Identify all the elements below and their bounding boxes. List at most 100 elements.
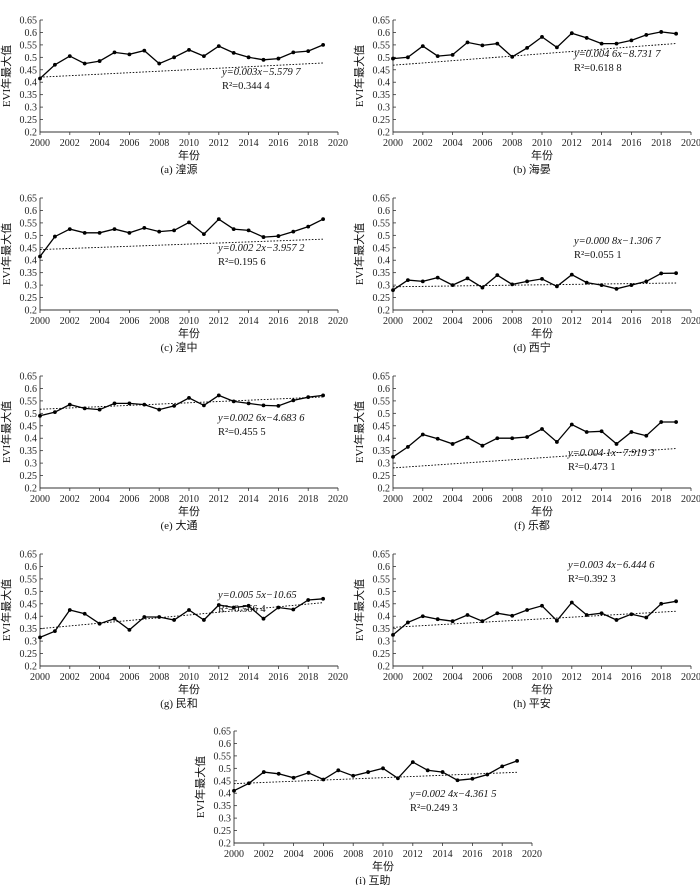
x-tick-label: 2020 bbox=[681, 494, 700, 505]
x-tick-label: 2014 bbox=[592, 316, 612, 327]
data-point bbox=[406, 445, 410, 449]
y-tick-label: 0.4 bbox=[378, 434, 391, 445]
y-tick-label: 0.4 bbox=[378, 256, 391, 267]
data-point bbox=[127, 628, 132, 632]
x-tick-label: 2020 bbox=[328, 138, 348, 149]
data-point bbox=[67, 227, 72, 232]
x-tick-label: 2014 bbox=[239, 672, 259, 683]
series-line bbox=[39, 598, 324, 639]
y-tick-label: 0.35 bbox=[20, 446, 38, 457]
trend-equation: y=0.002 4x−4.361 5 bbox=[409, 789, 497, 800]
x-tick-label: 2020 bbox=[681, 672, 700, 683]
y-tick-label: 0.45 bbox=[20, 65, 38, 76]
data-point bbox=[674, 31, 678, 36]
data-point bbox=[510, 54, 515, 59]
data-point bbox=[391, 454, 395, 459]
x-tick-label: 2012 bbox=[209, 138, 229, 149]
y-tick-label: 0.35 bbox=[373, 446, 391, 457]
y-tick-label: 0.6 bbox=[219, 739, 232, 750]
y-tick-label: 0.6 bbox=[25, 384, 38, 395]
data-point bbox=[396, 776, 400, 781]
x-tick-label: 2000 bbox=[30, 316, 50, 327]
data-point bbox=[569, 422, 574, 427]
y-tick-label: 0.2 bbox=[378, 662, 391, 673]
series-line bbox=[39, 44, 324, 79]
trend-line bbox=[392, 43, 677, 66]
panel-caption: (b) 海晏 bbox=[513, 162, 551, 176]
x-tick-label: 2018 bbox=[651, 316, 671, 327]
y-tick-label: 0.45 bbox=[214, 776, 232, 787]
y-axis-title: EVI年最大值 bbox=[352, 223, 366, 285]
x-axis-title: 年份 bbox=[178, 326, 200, 340]
data-point bbox=[142, 225, 147, 230]
x-tick-label: 2016 bbox=[268, 494, 288, 505]
x-tick-label: 2002 bbox=[60, 138, 80, 149]
y-tick-label: 0.4 bbox=[25, 78, 38, 89]
y-tick-label: 0.25 bbox=[214, 826, 232, 837]
data-point bbox=[465, 40, 470, 45]
data-point bbox=[540, 603, 544, 608]
y-tick-label: 0.4 bbox=[219, 789, 232, 800]
y-tick-label: 0.25 bbox=[20, 115, 38, 126]
data-point bbox=[112, 616, 117, 621]
data-point bbox=[450, 52, 455, 57]
series-line bbox=[392, 31, 677, 60]
data-point bbox=[569, 600, 574, 605]
trend-r2: R²=0.344 4 bbox=[222, 81, 270, 92]
data-point bbox=[569, 272, 574, 277]
x-tick-label: 2006 bbox=[472, 316, 492, 327]
data-point bbox=[440, 770, 445, 774]
x-tick-label: 2000 bbox=[30, 672, 50, 683]
x-tick-label: 2012 bbox=[562, 672, 582, 683]
x-tick-label: 2006 bbox=[119, 494, 139, 505]
data-point bbox=[555, 45, 559, 50]
x-tick-label: 2004 bbox=[90, 316, 110, 327]
x-tick-label: 2018 bbox=[298, 316, 318, 327]
trend-line bbox=[392, 282, 677, 288]
x-axis-title: 年份 bbox=[372, 859, 394, 873]
y-tick-label: 0.55 bbox=[20, 218, 38, 229]
x-tick-label: 2000 bbox=[383, 494, 403, 505]
data-point bbox=[614, 41, 619, 46]
data-point bbox=[127, 52, 132, 57]
x-tick-label: 2008 bbox=[343, 849, 363, 860]
data-point bbox=[555, 440, 559, 444]
data-point bbox=[540, 276, 544, 281]
y-tick-label: 0.35 bbox=[373, 90, 391, 101]
chart-panel: 0.2 0.250.3 0.350.4 0.450.5 0.550.60.65 2000 2… bbox=[193, 727, 542, 885]
y-tick-label: 0.3 bbox=[378, 459, 391, 470]
data-point bbox=[187, 47, 191, 52]
data-point bbox=[525, 279, 529, 284]
x-tick-label: 2006 bbox=[472, 494, 492, 505]
x-tick-label: 2004 bbox=[443, 138, 463, 149]
x-tick-label: 2010 bbox=[532, 138, 552, 149]
data-point bbox=[97, 621, 102, 626]
data-point bbox=[465, 613, 470, 617]
data-point bbox=[112, 50, 117, 55]
x-tick-label: 2010 bbox=[532, 494, 552, 505]
data-point bbox=[480, 443, 485, 448]
data-point bbox=[232, 788, 236, 793]
y-tick-label: 0.25 bbox=[373, 471, 391, 482]
data-point bbox=[261, 403, 266, 408]
x-tick-label: 2010 bbox=[179, 316, 199, 327]
data-point bbox=[555, 284, 559, 289]
x-tick-label: 2002 bbox=[60, 494, 80, 505]
chart-panel: 0.2 0.250.3 0.350.4 0.450.5 0.550.60.65 2000 2… bbox=[0, 194, 348, 355]
y-tick-label: 0.5 bbox=[219, 764, 232, 775]
data-point bbox=[435, 617, 440, 622]
data-point bbox=[112, 401, 117, 406]
data-point bbox=[172, 618, 177, 622]
y-tick-label: 0.25 bbox=[373, 649, 391, 660]
y-tick-label: 0.65 bbox=[373, 372, 391, 383]
data-point bbox=[261, 616, 266, 621]
y-tick-label: 0.2 bbox=[219, 839, 232, 850]
data-point bbox=[644, 279, 649, 284]
x-tick-label: 2010 bbox=[179, 672, 199, 683]
y-axis-title: EVI年最大值 bbox=[0, 45, 13, 107]
x-axis-title: 年份 bbox=[178, 148, 200, 162]
data-point bbox=[569, 31, 574, 36]
data-point bbox=[644, 615, 649, 620]
data-point bbox=[291, 398, 296, 403]
